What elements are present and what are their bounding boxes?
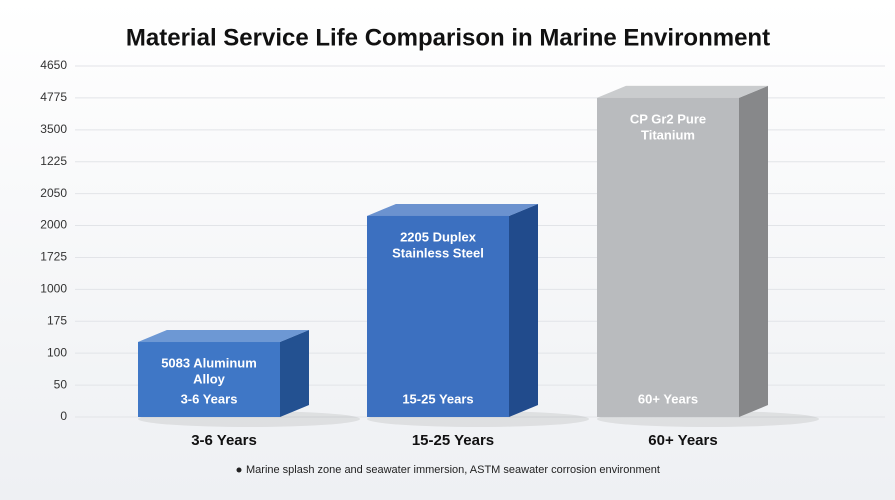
- bar-sheen: [597, 97, 739, 417]
- bar-name: Titanium: [641, 127, 695, 142]
- bar-side-shade: [280, 330, 309, 417]
- footnote: Marine splash zone and seawater immersio…: [246, 464, 660, 476]
- chart-title: Material Service Life Comparison in Mari…: [126, 24, 770, 51]
- bar-sheen: [367, 215, 509, 417]
- bar-side: [739, 85, 768, 417]
- bar-top-shade: [597, 85, 768, 98]
- bar: [367, 215, 509, 417]
- y-tick-label: 3500: [40, 122, 67, 136]
- y-tick-label: 4775: [40, 90, 67, 104]
- y-tick-label: 1725: [40, 250, 67, 264]
- bar-top-shade: [367, 203, 538, 216]
- y-tick-label: 4650: [40, 58, 67, 72]
- y-tick-label: 1225: [40, 154, 67, 168]
- y-tick-label: 0: [60, 409, 67, 423]
- bar-name: Stainless Steel: [392, 245, 484, 260]
- bar-side: [509, 203, 538, 417]
- bar-side-shade: [739, 85, 768, 417]
- bar-side: [280, 330, 309, 417]
- data-label: 3-6 Years: [181, 391, 238, 406]
- footnote-bullet: [236, 467, 242, 473]
- bar-top: [138, 330, 309, 343]
- x-tick-label: 60+ Years: [648, 432, 717, 449]
- bar-top: [597, 85, 768, 98]
- y-tick-label: 175: [47, 313, 67, 327]
- bar-side-shade: [509, 203, 538, 417]
- bar: [138, 342, 280, 417]
- y-tick-label: 100: [47, 345, 67, 359]
- bar-name: 2205 Duplex: [400, 229, 477, 244]
- y-tick-label: 1000: [40, 282, 67, 296]
- bar: [597, 97, 739, 417]
- bar-top: [367, 203, 538, 216]
- data-label: 60+ Years: [638, 391, 698, 406]
- bar-name: CP Gr2 Pure: [630, 111, 706, 126]
- x-tick-label: 15-25 Years: [412, 432, 494, 449]
- y-tick-label: 2050: [40, 186, 67, 200]
- data-label: 15-25 Years: [402, 391, 473, 406]
- bar-name: 5083 Aluminum: [161, 355, 257, 370]
- y-tick-label: 2000: [40, 218, 67, 232]
- y-tick-label: 50: [54, 377, 68, 391]
- x-tick-label: 3-6 Years: [191, 432, 257, 449]
- bar-top-shade: [138, 330, 309, 343]
- bar-name: Alloy: [193, 371, 226, 386]
- bar-sheen: [138, 342, 280, 417]
